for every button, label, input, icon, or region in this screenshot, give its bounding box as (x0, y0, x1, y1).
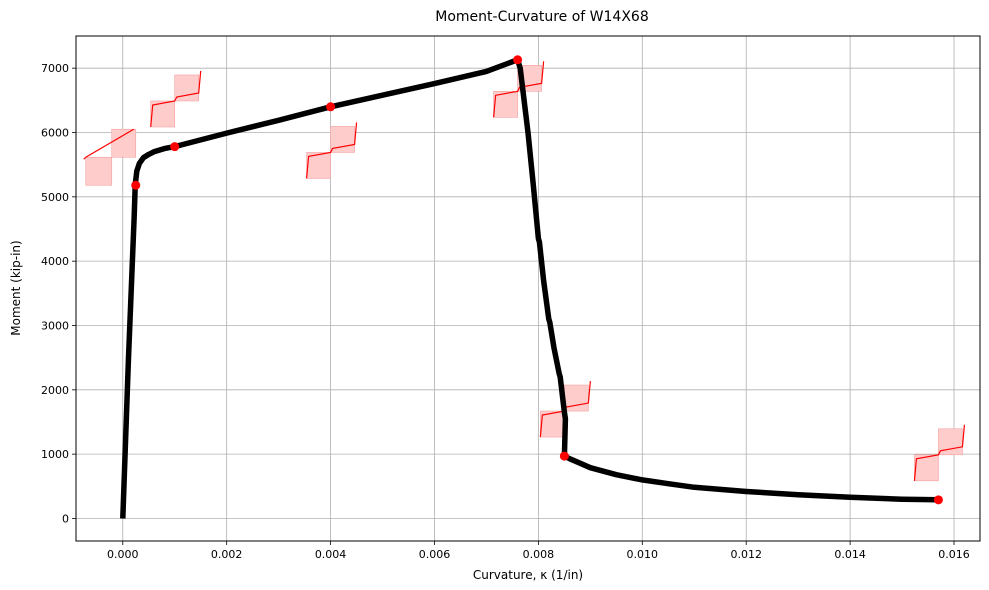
stress-line (150, 70, 202, 128)
stress-line (913, 424, 966, 481)
x-axis-label: Curvature, κ (1/in) (473, 568, 583, 582)
x-tick-label: 0.016 (938, 548, 970, 561)
stress-line (305, 122, 358, 179)
y-axis-label: Moment (kip-in) (9, 240, 23, 335)
x-tick-label: 0.002 (211, 548, 243, 561)
y-tick-label: 2000 (41, 384, 69, 397)
state-point (513, 55, 523, 65)
state-point (131, 180, 141, 190)
stress-block (493, 91, 518, 118)
stress-diagram (913, 424, 966, 482)
y-tick-label: 6000 (41, 126, 69, 139)
stress-diagram (150, 70, 202, 128)
y-tick-label: 4000 (41, 255, 69, 268)
chart-title: Moment-Curvature of W14X68 (435, 9, 648, 25)
stress-block (85, 156, 113, 186)
stress-line (83, 156, 87, 160)
state-point (933, 495, 943, 505)
x-tick-label: 0.006 (419, 548, 451, 561)
stress-diagrams (83, 61, 966, 482)
stress-line (493, 61, 545, 118)
stress-diagram (305, 122, 358, 179)
x-tick-label: 0.000 (107, 548, 139, 561)
stress-block (111, 128, 137, 158)
series-layer (120, 57, 939, 519)
x-tick-label: 0.008 (523, 548, 555, 561)
stress-diagram (493, 61, 545, 118)
stress-block (914, 454, 939, 482)
stress-line (85, 128, 135, 158)
state-point (326, 102, 336, 112)
x-tick-label: 0.014 (834, 548, 866, 561)
x-tick-label: 0.004 (315, 548, 347, 561)
y-tick-label: 3000 (41, 319, 69, 332)
x-tick-label: 0.012 (730, 548, 762, 561)
points-layer (131, 55, 943, 505)
state-point (559, 451, 569, 461)
x-tick-label: 0.010 (627, 548, 659, 561)
plot-frame (75, 35, 981, 542)
y-tick-label: 7000 (41, 62, 69, 75)
stress-diagram (83, 128, 137, 186)
moment-curvature-line (120, 57, 939, 519)
y-tick-label: 5000 (41, 191, 69, 204)
y-axis: 0 1000 2000 3000 4000 5000 6000 7000 (41, 62, 76, 525)
stress-block (150, 100, 176, 128)
stress-block (306, 152, 331, 179)
y-tick-label: 1000 (41, 448, 69, 461)
x-axis: 0.000 0.002 0.004 0.006 0.008 0.010 0.012 0.014… (107, 541, 970, 561)
state-point (170, 142, 180, 152)
y-tick-label: 0 (62, 512, 69, 525)
